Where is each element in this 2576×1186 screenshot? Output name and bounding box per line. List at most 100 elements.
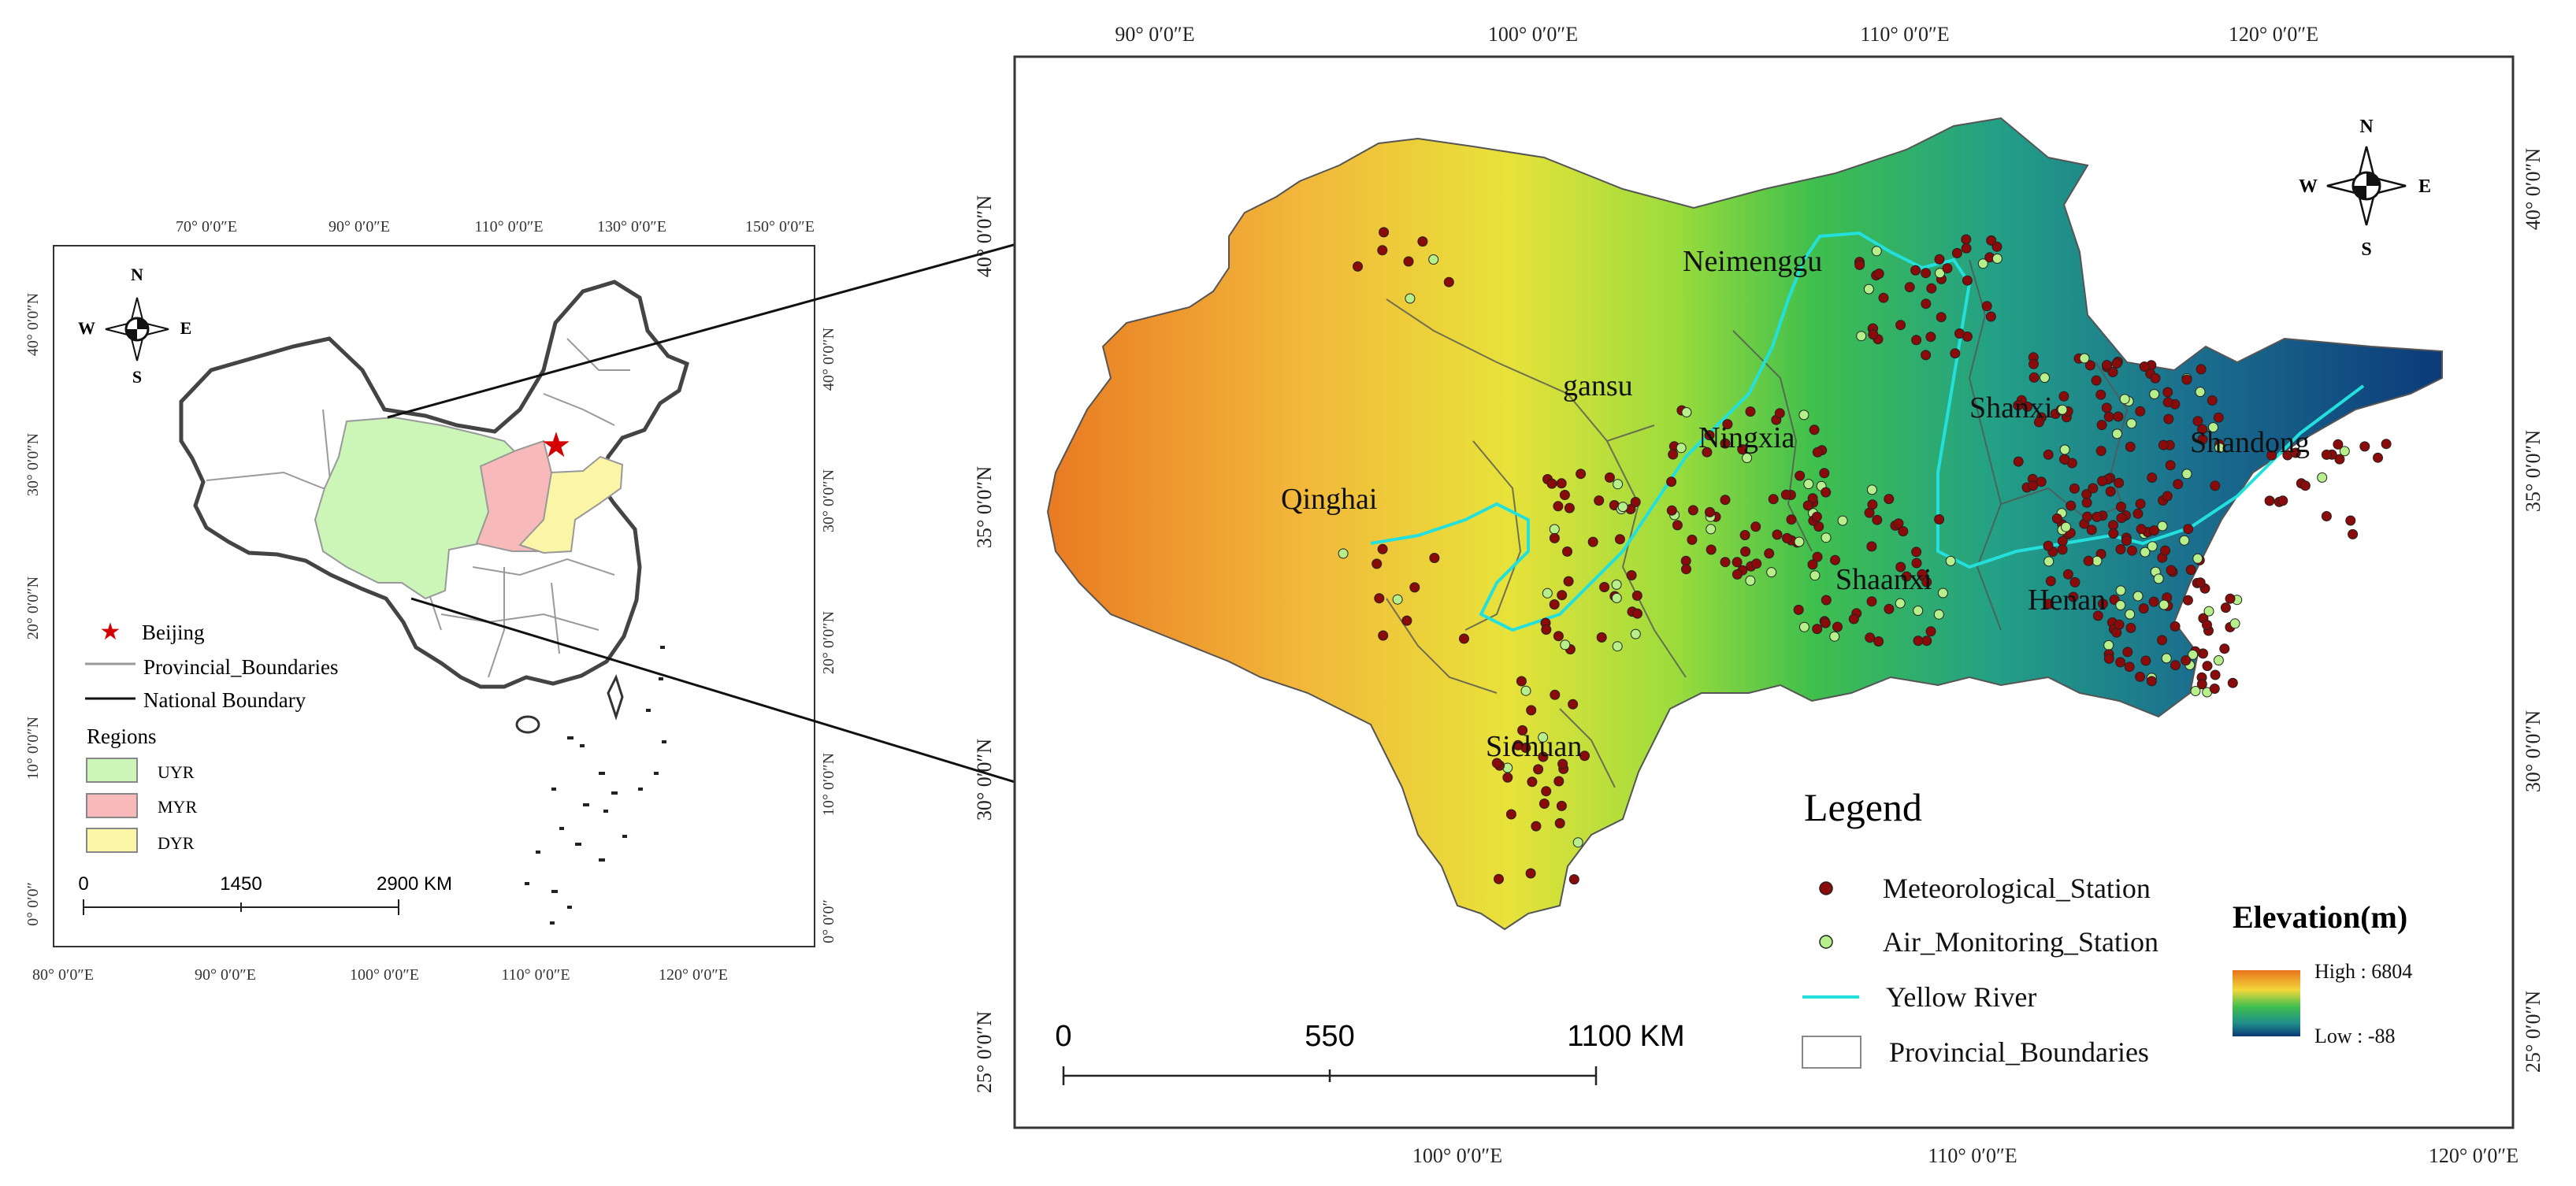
air-monitoring-station-point <box>2043 556 2054 567</box>
air-monitoring-station-point <box>2059 444 2070 455</box>
meteorological-station-point <box>2115 544 2126 554</box>
meteorological-station-point <box>2185 565 2196 576</box>
meteorological-station-point <box>2097 476 2107 487</box>
meteorological-station-point <box>1866 596 1877 607</box>
inset-legend-uyr: UYR <box>158 762 195 782</box>
meteorological-station-point <box>2207 395 2218 406</box>
meteorological-station-point <box>2043 449 2054 460</box>
air-monitoring-station-point <box>1798 621 1810 632</box>
meteorological-station-point <box>2132 508 2144 519</box>
meteorological-station-point <box>1911 558 1922 569</box>
hainan <box>515 715 540 734</box>
meteorological-station-point <box>2162 387 2173 398</box>
air-monitoring-station-point <box>1538 732 1549 743</box>
meteorological-station-point <box>2210 480 2221 491</box>
inset-top-tick: 110° 0′0″E <box>474 218 543 235</box>
meteorological-station-point <box>1409 582 1420 593</box>
meteorological-station-point <box>1872 514 1883 525</box>
air-monitoring-station-point <box>1977 258 1988 269</box>
air-monitoring-station-point <box>2147 541 2158 552</box>
air-monitoring-station-point <box>2195 387 2206 398</box>
air-monitoring-station-point <box>1613 479 1624 490</box>
meteorological-station-point <box>1564 502 1575 513</box>
elevation-high: High : 6804 <box>2314 960 2412 983</box>
main-top-tick: 120° 0′0″E <box>2229 23 2318 46</box>
inset-right-tick: 20° 0′0″N <box>820 611 837 674</box>
air-monitoring-station-point <box>1630 628 1641 639</box>
inset-top-tick: 70° 0′0″E <box>176 218 237 235</box>
inset-legend-provincial: Provincial_Boundaries <box>143 655 338 679</box>
meteorological-station-point <box>2068 591 2079 602</box>
legend-air-icon <box>1819 935 1833 949</box>
main-scale-1100: 1100 KM <box>1567 1020 1684 1053</box>
meteorological-station-point <box>1377 245 1388 256</box>
air-monitoring-station-point <box>2188 649 2199 660</box>
meteorological-station-point <box>1587 536 1598 547</box>
main-top-tick: 90° 0′0″E <box>1115 23 1194 46</box>
meteorological-station-point <box>1807 493 1818 504</box>
meteorological-station-point <box>2227 677 2238 688</box>
air-monitoring-station-point <box>2214 443 2225 454</box>
meteorological-station-point <box>1706 544 1717 555</box>
meteorological-station-point <box>1893 518 1904 529</box>
air-monitoring-station-point <box>1706 524 1717 535</box>
beijing-star-icon: ★ <box>540 426 571 465</box>
meteorological-station-point <box>1750 521 1761 532</box>
meteorological-station-point <box>1568 874 1579 885</box>
meteorological-station-point <box>1687 534 1698 545</box>
meteorological-station-point <box>1720 438 1731 449</box>
main-left-tick: 35° 0′0″N <box>973 466 996 548</box>
meteorological-station-point <box>2290 447 2301 458</box>
meteorological-station-point <box>2122 647 2133 658</box>
meteorological-station-point <box>2125 441 2136 452</box>
meteorological-station-point <box>2158 439 2169 450</box>
main-scale-bar <box>1062 1066 1598 1085</box>
air-monitoring-station-point <box>2057 404 2068 415</box>
main-bottom-tick: 110° 0′0″E <box>1928 1144 2017 1167</box>
meteorological-station-point <box>2220 602 2231 613</box>
meteorological-station-point <box>2116 502 2126 512</box>
air-monitoring-station-point <box>2229 618 2240 629</box>
meteorological-station-point <box>1516 676 1527 687</box>
meteorological-station-point <box>2147 473 2158 483</box>
meteorological-station-point <box>2213 412 2224 423</box>
main-compass-s: S <box>2361 239 2371 260</box>
meteorological-station-point <box>1502 772 1513 783</box>
elevation-low: Low : -88 <box>2314 1025 2396 1047</box>
meteorological-station-point <box>1539 799 1550 809</box>
meteorological-station-point <box>1531 821 1542 832</box>
meteorological-station-point <box>2345 515 2356 526</box>
meteorological-station-point <box>2059 454 2069 465</box>
air-monitoring-station-point <box>1798 410 1810 421</box>
inset-legend-beijing: Beijing <box>142 621 205 644</box>
province-label-henan: Henan <box>2028 584 2106 617</box>
meteorological-station-point <box>2051 513 2062 524</box>
meteorological-station-point <box>2299 480 2311 491</box>
main-right-tick: 35° 0′0″N <box>2522 430 2544 512</box>
meteorological-station-point <box>1732 569 1743 580</box>
meteorological-station-point <box>1873 269 1884 279</box>
meteorological-station-point <box>2107 367 2118 377</box>
meteorological-station-point <box>2115 657 2126 668</box>
legend-title: Legend <box>1804 785 1922 829</box>
meteorological-station-point <box>2182 595 2193 606</box>
main-right-tick: 40° 0′0″N <box>2522 148 2544 230</box>
air-monitoring-station-point <box>1794 536 1805 547</box>
meteorological-station-point <box>1705 506 1715 517</box>
meteorological-station-point <box>2103 653 2114 664</box>
meteorological-station-point <box>1550 689 1561 700</box>
meteorological-station-point <box>1821 487 1832 498</box>
meteorological-station-point <box>1898 526 1909 537</box>
meteorological-station-point <box>1596 632 1607 643</box>
meteorological-station-point <box>2150 372 2161 384</box>
meteorological-station-point <box>1921 636 1932 647</box>
meteorological-station-point <box>2334 454 2345 465</box>
meteorological-station-point <box>1668 449 1679 460</box>
air-monitoring-station-point <box>1520 685 1531 696</box>
meteorological-station-point <box>1491 758 1502 769</box>
meteorological-station-point <box>1904 282 1915 293</box>
meteorological-station-point <box>2121 536 2132 546</box>
meteorological-station-point <box>1379 227 1390 238</box>
meteorological-station-point <box>1917 569 1928 580</box>
meteorological-station-point <box>1751 558 1762 569</box>
